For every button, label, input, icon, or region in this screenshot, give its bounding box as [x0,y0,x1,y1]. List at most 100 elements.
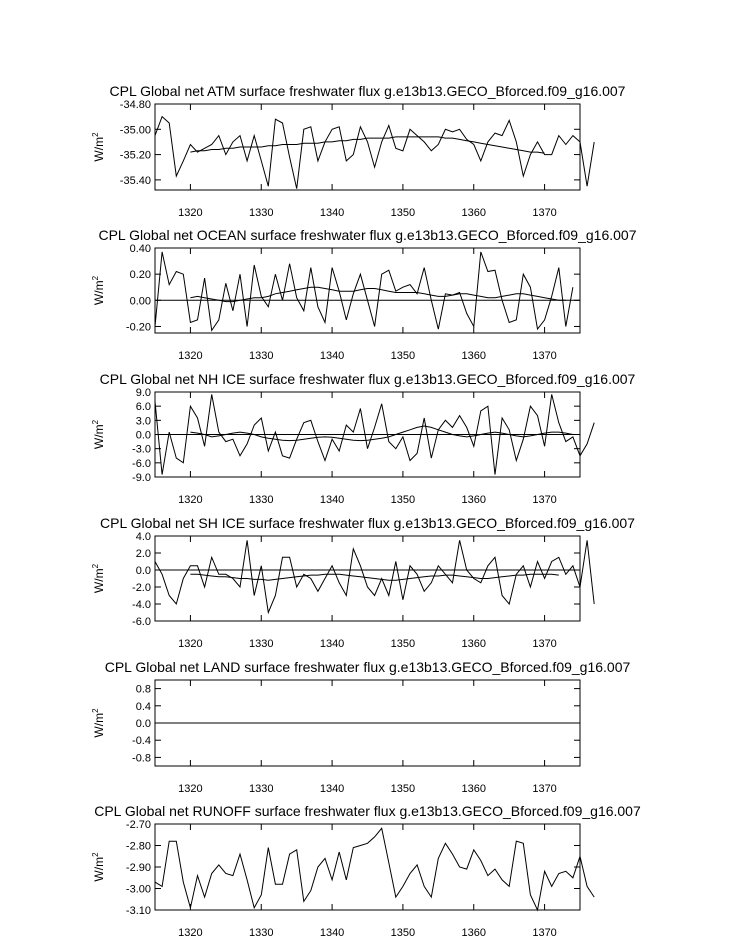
y-axis-label: W/m2 [91,708,106,738]
y-axis-unit-exponent: 2 [91,708,100,713]
y-axis-label: W/m2 [91,132,106,162]
x-tick-label: 1370 [532,350,556,362]
y-tick-label: -4.0 [132,599,151,611]
x-tick-label: 1320 [178,783,202,795]
y-tick-label: 0.00 [130,295,151,307]
series-line-annual [154,251,574,332]
y-tick-label: -35.40 [120,175,151,187]
x-tick-label: 1320 [178,350,202,362]
y-tick-label: 0.8 [136,684,151,696]
y-tick-label: -34.80 [120,99,151,111]
chart-panel: CPL Global net RUNOFF surface freshwater… [91,803,641,939]
y-tick-label: -0.20 [126,321,151,333]
y-tick-label: -6.0 [132,616,151,628]
y-axis-unit-exponent: 2 [91,132,100,137]
x-tick-label: 1370 [532,783,556,795]
y-tick-label: -3.00 [126,884,151,896]
y-tick-label: -35.00 [120,124,151,136]
y-tick-label: 4.0 [136,531,151,543]
chart-panel: CPL Global net LAND surface freshwater f… [91,659,630,795]
x-tick-label: 1360 [462,927,486,939]
x-tick-label: 1330 [249,350,273,362]
y-axis-label: W/m2 [91,852,106,882]
chart-title: CPL Global net NH ICE surface freshwater… [100,371,636,387]
y-tick-label: 2.0 [136,548,151,560]
plot-frame [154,823,581,911]
chart-panel: CPL Global net OCEAN surface freshwater … [91,227,637,362]
x-tick-label: 1340 [320,207,344,219]
x-tick-label: 1330 [249,494,273,506]
x-tick-label: 1350 [391,783,415,795]
x-tick-label: 1330 [249,927,273,939]
chart-title: CPL Global net ATM surface freshwater fl… [110,83,626,99]
x-tick-label: 1360 [462,350,486,362]
series-line-running-mean [190,573,559,581]
series-line-annual [154,115,595,189]
series-line-running-mean [190,286,566,303]
y-tick-label: -2.70 [126,819,151,831]
y-tick-label: -2.90 [126,862,151,874]
x-tick-label: 1330 [249,783,273,795]
y-axis-unit: W/m [92,568,106,593]
y-axis-label: W/m2 [91,419,106,449]
y-tick-label: -2.0 [132,582,151,594]
x-tick-label: 1350 [391,350,415,362]
y-axis-unit: W/m [92,137,106,162]
x-tick-label: 1370 [532,494,556,506]
chart-title: CPL Global net LAND surface freshwater f… [105,659,631,675]
x-tick-label: 1330 [249,207,273,219]
y-tick-label: -3.10 [126,905,151,917]
series-line-annual [154,540,595,615]
x-tick-label: 1340 [320,638,344,650]
x-tick-label: 1370 [532,638,556,650]
y-axis-unit-exponent: 2 [91,419,100,424]
x-tick-label: 1320 [178,207,202,219]
x-tick-label: 1320 [178,927,202,939]
y-tick-label: -35.20 [120,150,151,162]
y-axis-label: W/m2 [91,563,106,593]
x-tick-label: 1360 [462,783,486,795]
x-tick-label: 1370 [532,207,556,219]
y-tick-label: -3.0 [132,444,151,456]
x-tick-label: 1360 [462,638,486,650]
y-tick-label: -9.0 [132,472,151,484]
x-tick-label: 1320 [178,494,202,506]
chart-title: CPL Global net SH ICE surface freshwater… [100,515,635,531]
chart-panel: CPL Global net SH ICE surface freshwater… [91,515,635,650]
y-tick-label: -0.4 [132,735,151,747]
plot-frame [154,535,581,622]
x-tick-label: 1350 [391,494,415,506]
x-tick-label: 1350 [391,927,415,939]
x-tick-label: 1370 [532,927,556,939]
y-tick-label: 0.0 [136,718,151,730]
y-tick-label: 0.4 [136,701,151,713]
y-axis-unit: W/m [92,280,106,305]
x-tick-label: 1340 [320,783,344,795]
chart-panel: CPL Global net ATM surface freshwater fl… [91,83,626,219]
series-line-running-mean [190,425,573,442]
x-tick-label: 1340 [320,494,344,506]
y-tick-label: 6.0 [136,401,151,413]
y-tick-label: 0.40 [130,243,151,255]
y-tick-label: 0.20 [130,269,151,281]
y-axis-unit: W/m [92,713,106,738]
y-tick-label: -0.8 [132,752,151,764]
plot-frame [154,103,581,191]
y-tick-label: 9.0 [136,387,151,399]
x-tick-label: 1330 [249,638,273,650]
y-axis-unit: W/m [92,424,106,449]
y-axis-unit: W/m [92,857,106,882]
x-tick-label: 1360 [462,494,486,506]
x-tick-label: 1360 [462,207,486,219]
series-line-annual [154,827,595,912]
y-tick-label: 0.0 [136,430,151,442]
plot-frame [154,247,581,334]
y-axis-unit-exponent: 2 [91,563,100,568]
y-tick-label: -6.0 [132,458,151,470]
x-tick-label: 1340 [320,350,344,362]
y-axis-unit-exponent: 2 [91,852,100,857]
y-tick-label: 0.0 [136,565,151,577]
y-axis-label: W/m2 [91,275,106,305]
x-tick-label: 1340 [320,927,344,939]
